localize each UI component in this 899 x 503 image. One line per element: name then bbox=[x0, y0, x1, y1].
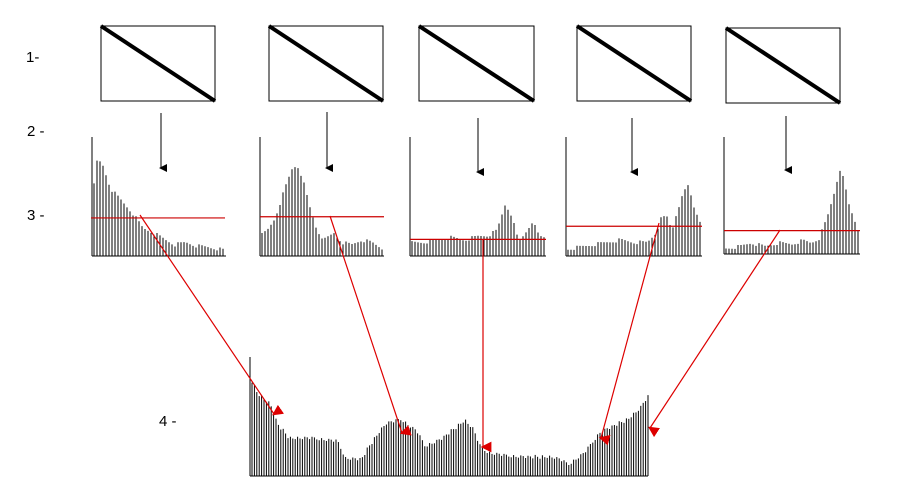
histogram-4 bbox=[565, 137, 702, 257]
step-2-label: 2 - bbox=[27, 123, 45, 140]
mapping-arrows bbox=[139, 214, 781, 453]
mapping-arrow-1 bbox=[139, 214, 284, 416]
mapping-arrow-4 bbox=[598, 222, 660, 446]
image-box-4 bbox=[575, 24, 693, 103]
histogram-5 bbox=[723, 137, 860, 255]
step-1-label: 1- bbox=[26, 49, 40, 66]
image-box-3 bbox=[417, 24, 536, 103]
mapping-arrow-2 bbox=[329, 215, 412, 436]
step-3-label: 3 - bbox=[27, 207, 45, 224]
histogram-1 bbox=[91, 137, 226, 257]
histogram-2 bbox=[259, 137, 384, 257]
histogram-3 bbox=[409, 137, 546, 257]
step-4-label: 4 - bbox=[159, 413, 177, 430]
mapping-arrow-5 bbox=[647, 229, 781, 438]
image-box-1 bbox=[99, 24, 217, 103]
image-box-2 bbox=[267, 24, 385, 103]
image-box-5 bbox=[724, 26, 842, 105]
combined-histogram bbox=[249, 357, 649, 477]
